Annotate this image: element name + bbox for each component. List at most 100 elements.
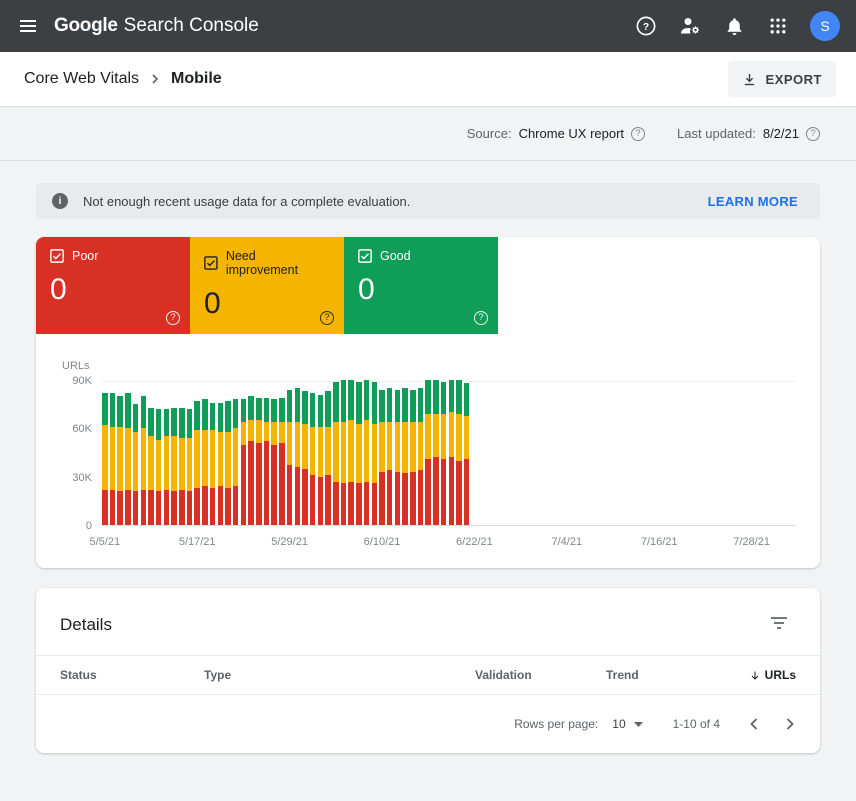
bar-segment-good [102,393,108,426]
bar-segment-poor [117,491,123,525]
bar-segment-good [456,380,462,414]
tile-good-count: 0 [358,273,375,306]
tile-need-improvement[interactable]: Need improvement 0 ? [190,237,344,334]
chart-x-axis: 5/5/21 5/17/21 5/29/21 6/10/21 6/22/21 7/4/21… [90,526,796,556]
bar-segment-good [333,381,339,422]
learn-more-link[interactable]: LEARN MORE [702,190,804,213]
chart-bar [202,399,208,525]
bar-segment-good [463,383,470,416]
bar-segment-ni [440,413,447,459]
column-status: Status [60,668,97,682]
column-urls-label: URLs [764,668,796,682]
apps-grid-icon [770,18,786,34]
bar-segment-poor [125,489,131,525]
chart-bar [386,388,393,525]
bar-segment-ni [433,413,439,458]
bar-segment-ni [425,413,431,459]
column-urls-sort[interactable]: URLs [724,668,796,682]
tile-good-help-icon[interactable]: ? [474,311,488,325]
bar-segment-good [371,381,378,424]
bar-segment-poor [402,473,408,525]
chart-bar [325,391,331,525]
x-tick-label: 6/10/21 [363,536,401,548]
chart-bar [463,383,470,525]
bar-segment-poor [148,489,154,525]
bell-icon [727,17,741,35]
chart-bar [417,388,424,525]
chart-y-axis: 90K 60K 30K 0 [60,375,102,532]
user-settings-icon [681,18,700,34]
breadcrumb-parent[interactable]: Core Web Vitals [24,70,140,87]
bar-segment-good [271,399,277,422]
bar-segment-poor [179,489,185,525]
bar-segment-ni [232,428,239,487]
chevron-left-icon [750,718,758,730]
chart-bar [402,388,408,525]
chart-bar [109,393,116,525]
bar-segment-poor [263,441,270,525]
chart-bar [179,407,185,525]
pagination-range: 1-10 of 4 [672,717,720,731]
menu-button[interactable] [8,6,48,46]
manage-users-button[interactable] [670,6,710,46]
bar-segment-poor [456,460,462,525]
bar-segment-ni [225,431,231,488]
prev-page-button[interactable] [736,706,772,742]
bar-segment-poor [294,467,301,525]
y-tick-label: 30K [72,471,92,484]
bar-segment-good [132,404,139,432]
bar-segment-ni [248,420,254,442]
chart-bar [102,393,108,525]
notifications-button[interactable] [714,6,754,46]
product-logo[interactable]: Google Search Console [54,15,259,37]
checkbox-checked-icon [50,249,64,263]
bar-segment-good [402,388,408,422]
bar-segment-poor [279,442,285,525]
chart-bar [356,381,362,525]
bar-segment-good [202,399,208,431]
details-title: Details [60,614,112,634]
chart-bar [140,396,147,525]
tile-poor[interactable]: Poor 0 ? [36,237,190,334]
breadcrumb-bar: Core Web Vitals Mobile EXPORT [0,52,856,107]
bar-segment-good [286,389,293,422]
tile-need-improvement-count: 0 [204,287,221,320]
help-button[interactable]: ? [626,6,666,46]
bar-segment-good [448,380,455,413]
tile-need-improvement-head: Need improvement [204,249,330,277]
bar-segment-poor [286,465,293,525]
x-tick-label: 5/17/21 [178,536,216,548]
summary-chart-card: Poor 0 ? Need improvement 0 ? [36,237,820,568]
tile-good[interactable]: Good 0 ? [344,237,498,334]
chart-bar [333,381,339,525]
x-tick-label: 7/28/21 [733,536,770,548]
content: i Not enough recent usage data for a com… [0,161,856,801]
x-tick-label: 6/22/21 [456,536,493,548]
bar-segment-poor [348,481,354,525]
bar-segment-good [263,397,270,422]
chart-bar [155,409,162,525]
bar-segment-poor [232,486,239,525]
bar-segment-good [248,396,254,421]
bar-segment-ni [240,421,247,445]
bar-segment-good [186,409,193,439]
tile-good-head: Good [358,249,484,263]
filter-button[interactable] [762,610,796,639]
source-help-icon[interactable]: ? [631,126,646,141]
next-page-button[interactable] [772,706,808,742]
tile-need-improvement-help-icon[interactable]: ? [320,311,334,325]
export-button[interactable]: EXPORT [727,61,836,97]
chart-bar [279,397,285,525]
bar-segment-ni [163,436,170,490]
logo-search-console: Search Console [123,15,259,36]
bar-segment-poor [271,444,277,525]
rows-per-page-select[interactable]: 10 [612,717,643,731]
apps-grid-button[interactable] [758,6,798,46]
tile-poor-help-icon[interactable]: ? [166,311,180,325]
avatar[interactable]: S [810,11,840,41]
bar-segment-ni [186,438,193,492]
last-updated-help-icon[interactable]: ? [806,126,820,141]
bar-segment-poor [325,475,331,525]
chart-bar [240,399,247,525]
chart-bar [194,401,200,525]
